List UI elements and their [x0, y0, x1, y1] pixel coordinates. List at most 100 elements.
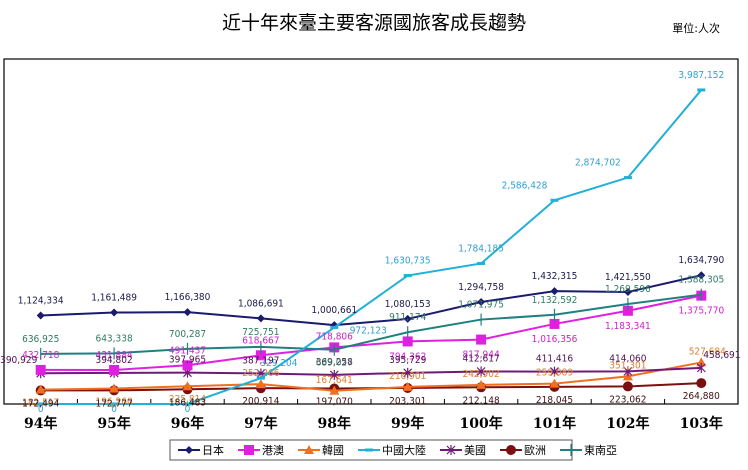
- data-label: 689,027: [316, 358, 353, 369]
- data-label: 1,080,153: [385, 299, 431, 310]
- legend-marker: [185, 446, 193, 454]
- x-tick-label: 97年: [244, 415, 277, 432]
- x-tick-label: 96年: [171, 415, 204, 432]
- data-label: 218,045: [536, 395, 573, 406]
- data-point: [550, 366, 559, 377]
- series-line: [40, 89, 703, 405]
- data-point: [549, 378, 560, 388]
- data-label: 223,062: [609, 394, 646, 405]
- data-point: [476, 334, 487, 345]
- data-label: 458,691: [703, 350, 740, 361]
- data-point: [696, 378, 707, 389]
- data-label: 196,260: [95, 397, 132, 408]
- data-label: 527,684: [689, 346, 726, 357]
- legend-item: 韓國: [298, 444, 344, 457]
- data-point: [35, 364, 46, 375]
- data-label: 2,874,702: [575, 158, 621, 169]
- data-label: 411,416: [536, 354, 573, 365]
- data-point: [477, 298, 486, 307]
- legend-marker: [446, 445, 456, 455]
- legend-item: 歐洲: [500, 443, 546, 457]
- data-label: 186,483: [169, 397, 206, 408]
- x-tick-label: 102年: [606, 415, 649, 432]
- x-tick-label: 101年: [533, 415, 576, 432]
- data-label: 972,123: [350, 325, 387, 336]
- plot-area: [3, 58, 739, 405]
- data-label: 1,086,691: [238, 298, 284, 309]
- series-東南亞: [40, 288, 702, 360]
- data-label: 351,301: [609, 360, 646, 371]
- legend-label: 日本: [202, 443, 224, 457]
- data-label: 369,258: [316, 357, 353, 368]
- legend-item: 美國: [440, 444, 486, 457]
- legend-item: 東南亞: [560, 444, 617, 457]
- data-label: 172,494: [22, 398, 59, 409]
- data-label: 172,777: [95, 398, 132, 409]
- data-label: 0: [185, 404, 191, 415]
- data-label: 432,718: [22, 350, 59, 361]
- data-label: 252,266: [242, 368, 279, 379]
- data-label: 394,802: [95, 355, 132, 366]
- data-label: 395,729: [389, 355, 426, 366]
- data-label: 718,806: [316, 331, 353, 342]
- data-point: [109, 364, 120, 375]
- data-point: [109, 383, 120, 393]
- data-label: 1,132,592: [532, 295, 578, 306]
- data-point: [622, 305, 633, 316]
- data-label: 911,174: [389, 312, 426, 323]
- data-point: [476, 366, 486, 377]
- series-日本: [36, 271, 706, 330]
- series-line: [40, 293, 702, 355]
- data-point: [696, 362, 706, 373]
- data-label: 1,294,758: [458, 282, 504, 293]
- data-label: 618,667: [242, 335, 279, 346]
- data-label: 259,089: [536, 368, 573, 379]
- x-tick-label: 98年: [318, 415, 351, 432]
- data-label: 1,183,341: [605, 321, 651, 332]
- data-point: [623, 366, 633, 377]
- data-point: [403, 314, 412, 323]
- x-axis: 94年 95年 96年 97年 98年 99年 100年 101年 102年 103年: [24, 399, 723, 432]
- data-label: 1,166,380: [165, 292, 211, 303]
- legend-label: 中國大陸: [382, 443, 426, 457]
- data-point: [183, 308, 192, 317]
- data-label: 182,517: [22, 398, 59, 409]
- data-label: 636,925: [22, 334, 59, 345]
- legend-item: 日本: [178, 443, 224, 457]
- legend-item: 中國大陸: [358, 443, 426, 457]
- data-point: [329, 369, 339, 380]
- data-label: 329,204: [260, 358, 297, 369]
- data-label: 700,287: [169, 329, 206, 340]
- data-point: [182, 381, 193, 391]
- data-point: [402, 381, 413, 391]
- data-point: [622, 381, 633, 392]
- series-line: [40, 361, 702, 392]
- legend-marker: [506, 445, 516, 455]
- data-point: [255, 350, 266, 361]
- data-label: 200,914: [242, 396, 279, 407]
- data-label: 387,197: [242, 356, 279, 367]
- data-label: 1,388,305: [678, 275, 724, 286]
- data-label: 3,987,152: [678, 70, 724, 81]
- data-point: [550, 287, 559, 296]
- legend-item: 港澳: [238, 444, 284, 457]
- unit-label: 單位:人次: [672, 22, 720, 35]
- data-label: 1,432,315: [532, 271, 578, 282]
- data-point: [329, 385, 340, 395]
- data-label: 242,902: [462, 369, 499, 380]
- data-label: 0: [111, 404, 117, 415]
- data-point: [36, 311, 45, 320]
- series-line: [40, 274, 702, 327]
- data-point: [403, 367, 413, 378]
- x-tick-label: 95年: [97, 415, 130, 432]
- series-line: [40, 294, 702, 371]
- data-point: [623, 288, 632, 297]
- data-label: 1,421,550: [605, 272, 651, 283]
- legend-label: 韓國: [322, 444, 344, 457]
- data-label: 216,901: [389, 371, 426, 382]
- data-label: 1,630,735: [385, 256, 431, 267]
- x-tick-label: 94年: [24, 415, 57, 432]
- data-point: [549, 318, 560, 329]
- data-label: 264,880: [683, 391, 720, 402]
- data-label: 1,016,356: [532, 334, 578, 345]
